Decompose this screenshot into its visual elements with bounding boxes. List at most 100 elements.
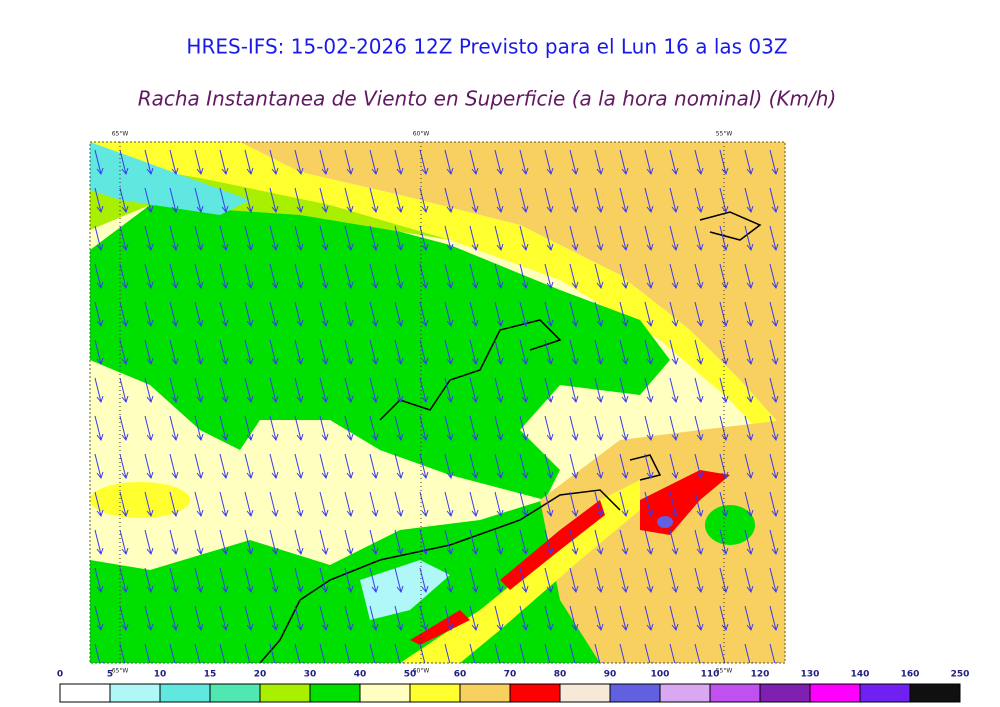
- wind-arrow: [169, 491, 179, 518]
- wind-arrow: [719, 225, 729, 252]
- wind-arrow: [694, 149, 704, 176]
- wind-arrow: [194, 643, 204, 663]
- wind-arrow: [444, 339, 454, 366]
- wind-arrow: [544, 187, 554, 214]
- wind-arrow: [769, 339, 779, 366]
- wind-arrow: [194, 377, 204, 404]
- wind-arrow: [519, 263, 529, 290]
- wind-arrow: [119, 643, 129, 663]
- wind-arrow: [144, 301, 154, 328]
- wind-arrow: [444, 491, 454, 518]
- wind-arrow: [644, 225, 654, 252]
- wind-arrow: [519, 605, 529, 632]
- wind-arrow: [769, 377, 779, 404]
- wind-arrow: [569, 377, 579, 404]
- wind-arrow: [344, 339, 354, 366]
- wind-arrow: [444, 415, 454, 442]
- wind-arrow: [94, 529, 104, 556]
- wind-arrow: [119, 377, 129, 404]
- colorbar-label: 50: [404, 670, 417, 680]
- wind-arrow: [319, 567, 329, 594]
- wind-arrow: [469, 263, 479, 290]
- wind-arrow: [769, 643, 779, 663]
- wind-arrow: [294, 149, 304, 176]
- meridian-label: 55°W: [716, 668, 733, 675]
- wind-arrow: [294, 377, 304, 404]
- wind-arrow: [544, 339, 554, 366]
- wind-arrow: [744, 301, 754, 328]
- wind-arrow: [144, 567, 154, 594]
- wind-arrow: [569, 225, 579, 252]
- wind-arrow: [269, 339, 279, 366]
- wind-arrow: [594, 377, 604, 404]
- wind-arrow: [669, 263, 679, 290]
- wind-arrow: [469, 377, 479, 404]
- wind-arrow: [469, 643, 479, 663]
- wind-arrow: [719, 263, 729, 290]
- wind-arrow: [444, 453, 454, 480]
- wind-arrow: [194, 225, 204, 252]
- wind-arrow: [444, 605, 454, 632]
- colorbar-label: 80: [554, 670, 567, 680]
- wind-arrow: [644, 491, 654, 518]
- wind-arrow: [244, 225, 254, 252]
- wind-arrow: [169, 567, 179, 594]
- wind-arrow: [494, 377, 504, 404]
- color-swatch: [209, 683, 261, 703]
- meridian-label: 60°W: [413, 131, 430, 138]
- wind-arrow: [469, 149, 479, 176]
- wind-arrow: [644, 643, 654, 663]
- wind-arrow: [594, 225, 604, 252]
- wind-arrow: [644, 263, 654, 290]
- wind-arrow: [619, 301, 629, 328]
- wind-arrow: [344, 567, 354, 594]
- wind-arrow: [469, 415, 479, 442]
- wind-arrow: [394, 567, 404, 594]
- colorbar-label: 90: [604, 670, 617, 680]
- wind-arrow: [219, 643, 229, 663]
- colorbar-label: 70: [504, 670, 517, 680]
- wind-arrow: [594, 491, 604, 518]
- wind-arrow: [369, 149, 379, 176]
- wind-arrow: [694, 301, 704, 328]
- wind-arrow: [469, 225, 479, 252]
- wind-arrow: [294, 643, 304, 663]
- wind-arrow: [569, 643, 579, 663]
- wind-arrow: [319, 377, 329, 404]
- wind-arrow: [319, 453, 329, 480]
- wind-arrow: [644, 415, 654, 442]
- wind-arrow: [94, 225, 104, 252]
- wind-arrow: [269, 453, 279, 480]
- wind-arrow: [544, 263, 554, 290]
- colorbar-label: 100: [651, 670, 670, 680]
- wind-arrow: [169, 377, 179, 404]
- wind-arrow: [594, 567, 604, 594]
- wind-arrow: [394, 263, 404, 290]
- wind-arrow: [219, 187, 229, 214]
- coastline: [379, 319, 562, 421]
- wind-arrow: [244, 187, 254, 214]
- wind-arrow: [319, 605, 329, 632]
- wind-arrow: [119, 149, 129, 176]
- wind-arrow: [319, 491, 329, 518]
- wind-arrow: [169, 605, 179, 632]
- meridian-label: 55°W: [716, 131, 733, 138]
- wind-arrow: [194, 491, 204, 518]
- meridians: 65°W 65°W 60°W 60°W 55°W 55°W: [112, 131, 733, 675]
- wind-arrow: [519, 529, 529, 556]
- wind-arrow: [144, 605, 154, 632]
- wind-arrow: [494, 301, 504, 328]
- wind-arrow: [369, 377, 379, 404]
- wind-arrow: [769, 187, 779, 214]
- wind-arrow: [444, 263, 454, 290]
- wind-arrow: [719, 491, 729, 518]
- wind-arrow: [94, 187, 104, 214]
- wind-arrow: [769, 453, 779, 480]
- wind-arrow: [594, 187, 604, 214]
- wind-arrow: [719, 339, 729, 366]
- wind-arrow: [619, 225, 629, 252]
- wind-arrow: [669, 415, 679, 442]
- wind-arrow: [669, 187, 679, 214]
- wind-arrow: [469, 529, 479, 556]
- colorbar-label: 120: [751, 670, 770, 680]
